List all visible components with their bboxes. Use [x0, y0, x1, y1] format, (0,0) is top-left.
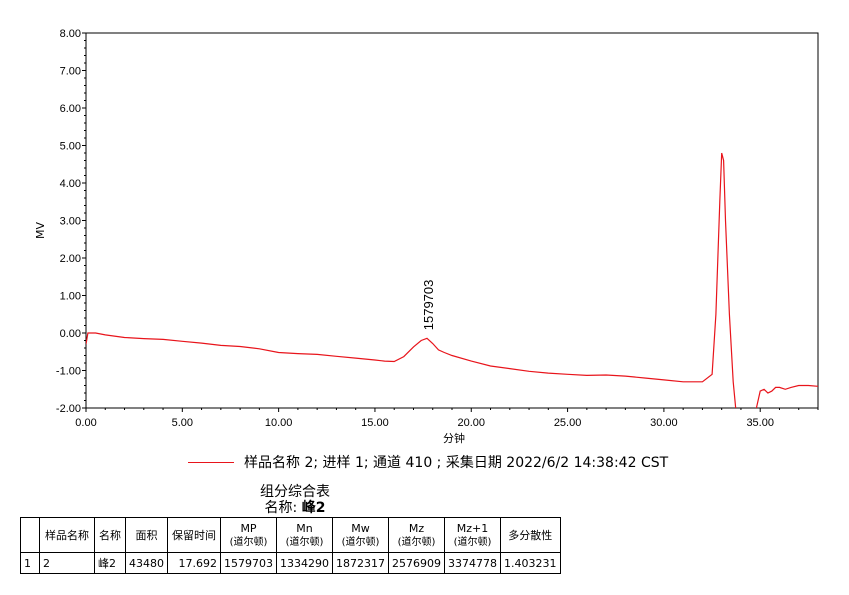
- header-area: 面积: [125, 517, 168, 553]
- cell-mw: 1872317: [332, 552, 389, 574]
- header-retention-time: 保留时间: [167, 517, 221, 553]
- y-tick-label: 1.00: [60, 291, 81, 303]
- x-tick-label: 10.00: [265, 417, 293, 429]
- header-mn: Mn (道尔顿): [276, 517, 333, 553]
- y-tick-label: 4.00: [60, 178, 81, 190]
- x-tick-label: 15.00: [361, 417, 389, 429]
- cell-name: 峰2: [94, 552, 126, 574]
- y-axis-title: MV: [34, 222, 47, 239]
- y-tick-label: 8.00: [60, 28, 81, 40]
- y-tick-label: 0.00: [60, 328, 81, 340]
- header-name: 名称: [94, 517, 126, 553]
- y-tick-label: 5.00: [60, 141, 81, 153]
- y-tick-label: -1.00: [56, 366, 81, 378]
- header-mw: Mw (道尔顿): [332, 517, 389, 553]
- summary-name-value: 峰2: [301, 500, 326, 516]
- x-tick-label: 25.00: [554, 417, 582, 429]
- summary-name-label: 名称:: [264, 500, 298, 516]
- chromatogram-chart: -2.00 -1.00 0.00 1.00 2.00 3.00 4.00 5.00 6.00 7.…: [34, 28, 819, 445]
- peak-annotation-label: 1579703: [421, 280, 436, 331]
- summary-header-row: 样品名称 名称 面积 保留时间 MP (道尔顿) Mn (道尔顿) Mw (道尔顿) …: [20, 517, 561, 553]
- header-index: [20, 517, 40, 553]
- cell-area: 43480: [125, 552, 168, 574]
- summary-peak-name: 名称: 峰2: [0, 500, 590, 516]
- x-tick-label: 20.00: [457, 417, 485, 429]
- x-tick-label: 30.00: [650, 417, 678, 429]
- x-tick-label: 5.00: [172, 417, 193, 429]
- summary-table-title: 组分综合表: [260, 484, 330, 500]
- cell-mp: 1579703: [220, 552, 277, 574]
- header-mz1: Mz+1 (道尔顿): [444, 517, 501, 553]
- y-tick-label: 3.00: [60, 216, 81, 228]
- y-tick-label: 6.00: [60, 103, 81, 115]
- y-tick-label: -2.00: [56, 403, 81, 415]
- cell-retention-time: 17.692: [167, 552, 221, 574]
- cell-mn: 1334290: [276, 552, 333, 574]
- header-mz: Mz (道尔顿): [388, 517, 445, 553]
- cell-mz: 2576909: [388, 552, 445, 574]
- chart-legend: 样品名称 2; 进样 1; 通道 410 ; 采集日期 2022/6/2 14:…: [188, 452, 668, 472]
- y-tick-label: 2.00: [60, 253, 81, 265]
- plot-frame: [85, 32, 819, 409]
- cell-mz1: 3374778: [444, 552, 501, 574]
- cell-polydispersity: 1.403231: [500, 552, 561, 574]
- series-line: [86, 152, 818, 408]
- x-axis-title: 分钟: [443, 431, 465, 445]
- legend-label: 样品名称 2; 进样 1; 通道 410 ; 采集日期 2022/6/2 14:…: [244, 455, 669, 471]
- x-tick-label: 0.00: [75, 417, 96, 429]
- y-tick-label: 7.00: [60, 66, 81, 78]
- legend-line-swatch: [188, 461, 234, 463]
- summary-table: 样品名称 名称 面积 保留时间 MP (道尔顿) Mn (道尔顿) Mw (道尔顿) …: [20, 517, 561, 574]
- cell-index: 1: [20, 552, 40, 574]
- header-sample-name: 样品名称: [39, 517, 95, 553]
- x-tick-label: 35.00: [746, 417, 774, 429]
- header-polydispersity: 多分散性: [500, 517, 561, 553]
- cell-sample-name: 2: [39, 552, 95, 574]
- table-row: 1 2 峰2 43480 17.692 1579703 1334290 1872…: [20, 552, 561, 574]
- header-mp: MP (道尔顿): [220, 517, 277, 553]
